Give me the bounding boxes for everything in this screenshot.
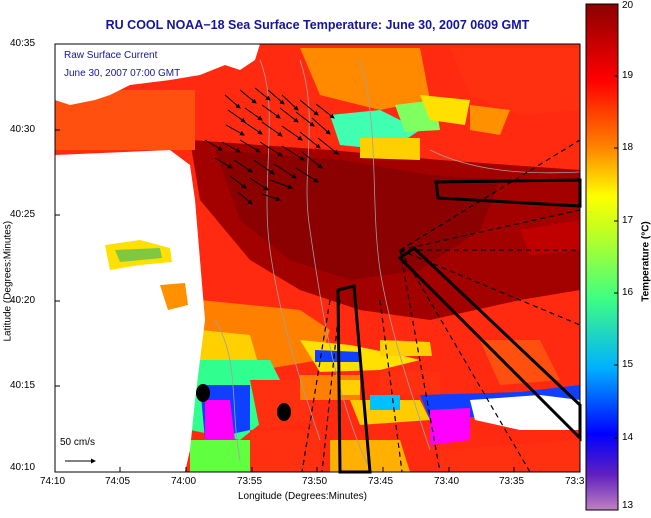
temperature-colorbar (585, 3, 619, 511)
y-axis-label: Latitude (Degrees:Minutes) (2, 220, 14, 342)
y-tick: 40:30 (10, 124, 36, 135)
colorbar-tick: 15 (622, 359, 634, 370)
y-tick: 40:15 (10, 380, 36, 391)
colorbar-tick: 17 (622, 215, 634, 226)
colorbar-tick: 16 (622, 287, 634, 298)
colorbar-tick: 19 (622, 70, 634, 81)
colorbar-label: Temperature (°C) (640, 221, 651, 302)
scale-label: 50 cm/s (60, 437, 96, 448)
colorbar-tick: 13 (622, 500, 634, 511)
x-tick: 73:35 (499, 476, 525, 487)
x-tick: 73:55 (237, 476, 263, 487)
current-label-title: Raw Surface Current (64, 50, 158, 61)
x-tick: 74:10 (40, 476, 66, 487)
y-tick: 40:35 (10, 38, 36, 49)
axis-ticks (54, 43, 515, 472)
y-tick: 40:10 (10, 462, 36, 473)
y-tick: 40:20 (10, 295, 36, 306)
colorbar-tick: 18 (622, 142, 634, 153)
colorbar-ticks (614, 75, 618, 439)
x-tick: 73:45 (368, 476, 394, 487)
x-axis-label: Longitude (Degrees:Minutes) (238, 491, 367, 502)
sst-field (55, 44, 580, 472)
x-tick: 73:50 (302, 476, 328, 487)
y-tick: 40:25 (10, 209, 36, 220)
x-tick: 73:3 (565, 476, 585, 487)
surface-current-vectors (204, 87, 339, 205)
x-tick: 74:05 (105, 476, 131, 487)
colorbar-tick: 14 (622, 432, 634, 443)
x-tick: 74:00 (171, 476, 197, 487)
map-title: RU COOL NOAA−18 Sea Surface Temperature:… (105, 18, 530, 32)
current-label-time: June 30, 2007 07:00 GMT (64, 68, 181, 79)
colorbar-tick: 20 (622, 0, 634, 11)
x-tick: 73:40 (434, 476, 460, 487)
buoy-markers (196, 384, 291, 421)
